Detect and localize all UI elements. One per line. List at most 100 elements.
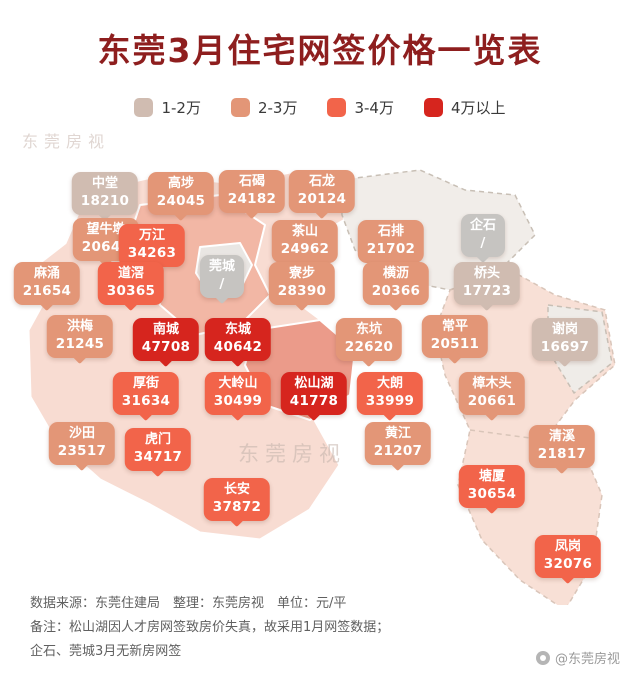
legend-label: 1-2万 xyxy=(161,99,201,117)
note-line-2: 企石、莞城3月无新房网签 xyxy=(30,644,182,660)
district-price: 22620 xyxy=(344,338,394,355)
district-tag-高埗: 高埗 24045 xyxy=(147,172,215,215)
district-name: 东城 xyxy=(224,322,251,337)
district-price: 30654 xyxy=(467,485,517,502)
district-tag-万江: 万江 34263 xyxy=(118,224,186,267)
legend-label: 4万以上 xyxy=(450,99,506,117)
district-price: 30499 xyxy=(213,392,263,409)
district-name: 望牛墩 xyxy=(86,222,126,237)
district-price: 21817 xyxy=(537,445,587,462)
district-tag-石碣: 石碣 24182 xyxy=(218,170,286,213)
district-name: 横沥 xyxy=(382,266,409,281)
district-tag-莞城: 莞城 / xyxy=(199,255,245,298)
district-name: 凤岗 xyxy=(554,539,581,554)
district-name: 万江 xyxy=(138,228,165,243)
district-tag-横沥: 横沥 20366 xyxy=(362,262,430,305)
district-name: 洪梅 xyxy=(66,319,93,334)
district-price: / xyxy=(480,234,486,251)
district-tag-沙田: 沙田 23517 xyxy=(48,422,116,465)
district-name: 长安 xyxy=(223,482,250,497)
district-price: 28390 xyxy=(277,282,327,299)
district-name: 东坑 xyxy=(355,322,382,337)
brand-credit: @东莞房视 xyxy=(535,648,620,667)
legend-swatch-1-2 xyxy=(134,98,154,117)
district-tag-塘厦: 塘厦 30654 xyxy=(458,465,526,508)
district-name: 清溪 xyxy=(548,429,575,444)
district-name: 常平 xyxy=(441,319,468,334)
legend-item-2-3: 2-3万 xyxy=(230,97,298,118)
district-name: 厚街 xyxy=(132,376,159,391)
district-tag-石龙: 石龙 20124 xyxy=(288,170,356,213)
district-price: 18210 xyxy=(80,192,130,209)
brand-credit-text: @东莞房视 xyxy=(554,652,620,667)
district-tag-松山湖: 松山湖 41778 xyxy=(280,372,348,415)
district-tag-东城: 东城 40642 xyxy=(204,318,272,361)
district-name: 麻涌 xyxy=(33,266,60,281)
district-price: 24045 xyxy=(156,192,206,209)
district-price: 21702 xyxy=(366,240,416,257)
district-tag-麻涌: 麻涌 21654 xyxy=(13,262,81,305)
district-price: 41778 xyxy=(289,392,339,409)
district-tag-大朗: 大朗 33999 xyxy=(356,372,424,415)
district-name: 谢岗 xyxy=(551,322,578,337)
district-name: 寮步 xyxy=(288,266,315,281)
district-name: 松山湖 xyxy=(294,376,334,391)
district-name: 塘厦 xyxy=(478,469,505,484)
district-name: 道滘 xyxy=(117,266,144,281)
district-name: 大朗 xyxy=(376,376,403,391)
district-price: 34263 xyxy=(127,244,177,261)
district-name: 高埗 xyxy=(167,176,194,191)
district-name: 樟木头 xyxy=(472,376,512,391)
district-price: 20124 xyxy=(297,190,347,207)
district-tag-东坑: 东坑 22620 xyxy=(335,318,403,361)
district-price: 37872 xyxy=(212,498,262,515)
district-tag-大岭山: 大岭山 30499 xyxy=(204,372,272,415)
district-price: 21207 xyxy=(373,442,423,459)
legend-swatch-2-3 xyxy=(230,98,250,117)
district-tag-茶山: 茶山 24962 xyxy=(271,220,339,263)
district-price: 21654 xyxy=(22,282,72,299)
legend-swatch-4plus xyxy=(423,98,443,117)
dongguan-map: 中堂 18210 高埗 24045 石碣 24182 石龙 20124 望牛墩 20644 万江 34… xyxy=(0,135,640,605)
legend-item-4plus: 4万以上 xyxy=(423,97,506,118)
district-price: 20366 xyxy=(371,282,421,299)
legend-swatch-3-4 xyxy=(327,98,347,117)
district-name: 茶山 xyxy=(291,224,318,239)
district-price: 20511 xyxy=(430,335,480,352)
legend: 1-2万 2-3万 3-4万 4万以上 xyxy=(0,97,640,118)
note-line-1: 备注：松山湖因人才房网签致房价失真，故采用1月网签数据； xyxy=(30,620,390,636)
district-tag-道滘: 道滘 30365 xyxy=(97,262,165,305)
district-name: 黄江 xyxy=(384,426,411,441)
district-price: 47708 xyxy=(141,338,191,355)
district-price: 24182 xyxy=(227,190,277,207)
district-tag-长安: 长安 37872 xyxy=(203,478,271,521)
district-tag-樟木头: 樟木头 20661 xyxy=(458,372,526,415)
district-price: 31634 xyxy=(121,392,171,409)
district-price: 24962 xyxy=(280,240,330,257)
district-tag-谢岗: 谢岗 16697 xyxy=(531,318,599,361)
district-tag-虎门: 虎门 34717 xyxy=(124,428,192,471)
district-name: 虎门 xyxy=(144,432,171,447)
district-tag-企石: 企石 / xyxy=(460,214,506,257)
district-price: 23517 xyxy=(57,442,107,459)
district-name: 石龙 xyxy=(308,174,335,189)
district-tag-凤岗: 凤岗 32076 xyxy=(534,535,602,578)
district-tag-常平: 常平 20511 xyxy=(421,315,489,358)
district-tag-中堂: 中堂 18210 xyxy=(71,172,139,215)
district-name: 桥头 xyxy=(473,266,500,281)
district-price: 32076 xyxy=(543,555,593,572)
district-name: 南城 xyxy=(152,322,179,337)
district-tag-寮步: 寮步 28390 xyxy=(268,262,336,305)
district-tag-洪梅: 洪梅 21245 xyxy=(46,315,114,358)
district-tag-桥头: 桥头 17723 xyxy=(453,262,521,305)
legend-label: 2-3万 xyxy=(257,99,298,117)
brand-logo-icon xyxy=(535,650,550,665)
district-price: 33999 xyxy=(365,392,415,409)
page-title: 东莞3月住宅网签价格一览表 xyxy=(97,31,543,70)
district-tag-石排: 石排 21702 xyxy=(357,220,425,263)
data-source-line: 数据来源：东莞住建局 整理：东莞房视 单位：元/平 xyxy=(30,596,347,611)
district-tag-厚街: 厚街 31634 xyxy=(112,372,180,415)
district-name: 石排 xyxy=(377,224,404,239)
district-name: 沙田 xyxy=(68,426,95,441)
